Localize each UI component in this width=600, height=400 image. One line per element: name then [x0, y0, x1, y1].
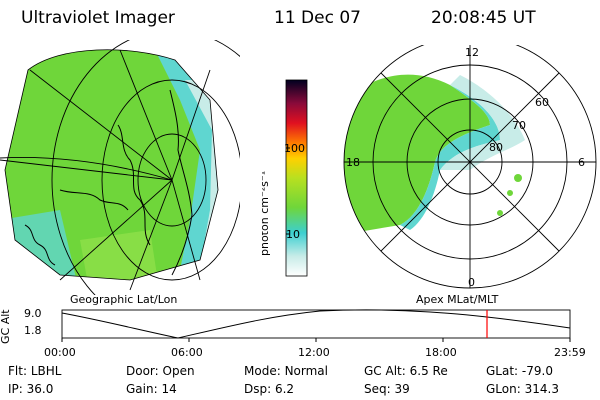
mlt-label-6: 6: [578, 156, 585, 169]
colorbar-tick-10: 10: [286, 228, 300, 241]
status-gc-alt: GC Alt: 6.5 Re: [364, 364, 448, 378]
status-glon: GLon: 314.3: [486, 382, 559, 396]
lat-label-80: 80: [489, 141, 503, 154]
colorbar: photon cm⁻²s⁻¹: [262, 79, 308, 277]
date-label: 11 Dec 07: [274, 8, 361, 28]
mlt-label-12: 12: [465, 46, 479, 59]
aurora-image-right: [344, 74, 525, 235]
altitude-axis-label: GC Alt: [0, 309, 12, 344]
status-seq: Seq: 39: [364, 382, 410, 396]
status-gain: Gain: 14: [126, 382, 177, 396]
altitude-min: 1.8: [24, 324, 42, 337]
status-ip: IP: 36.0: [8, 382, 54, 396]
altitude-curve: [61, 309, 571, 339]
coastline: [24, 224, 56, 266]
mlt-label-0: 0: [468, 276, 475, 289]
coastline: [169, 89, 193, 276]
altitude-strip: GC Alt: [0, 309, 571, 344]
x-tick-1800: 18:00: [425, 346, 457, 359]
right-panel-caption: Apex MLat/MLT: [416, 293, 499, 306]
status-dsp: Dsp: 6.2: [244, 382, 295, 396]
x-tick-0600: 06:00: [171, 346, 203, 359]
status-filter: Flt: LBHL: [8, 364, 62, 378]
polar-grid: [343, 45, 597, 289]
instrument-title: Ultraviolet Imager: [21, 8, 175, 28]
altitude-max: 9.0: [24, 307, 42, 320]
status-mode: Mode: Normal: [244, 364, 328, 378]
status-glat: GLat: -79.0: [486, 364, 553, 378]
time-label: 20:08:45 UT: [431, 8, 536, 28]
polar-plot: [343, 45, 597, 289]
geographic-image-panel: [0, 40, 240, 295]
lat-label-60: 60: [535, 96, 549, 109]
left-panel-caption: Geographic Lat/Lon: [70, 293, 178, 306]
coastline: [59, 189, 129, 211]
status-door: Door: Open: [126, 364, 195, 378]
lat-lon-grid: [0, 40, 240, 295]
colorbar-unit: photon cm⁻²s⁻¹: [262, 171, 271, 256]
mlt-label-18: 18: [346, 156, 360, 169]
x-tick-2359: 23:59: [554, 346, 586, 359]
x-tick-0000: 00:00: [44, 346, 76, 359]
x-tick-1200: 12:00: [298, 346, 330, 359]
lat-label-70: 70: [512, 119, 526, 132]
colorbar-tick-100: 100: [284, 142, 305, 155]
